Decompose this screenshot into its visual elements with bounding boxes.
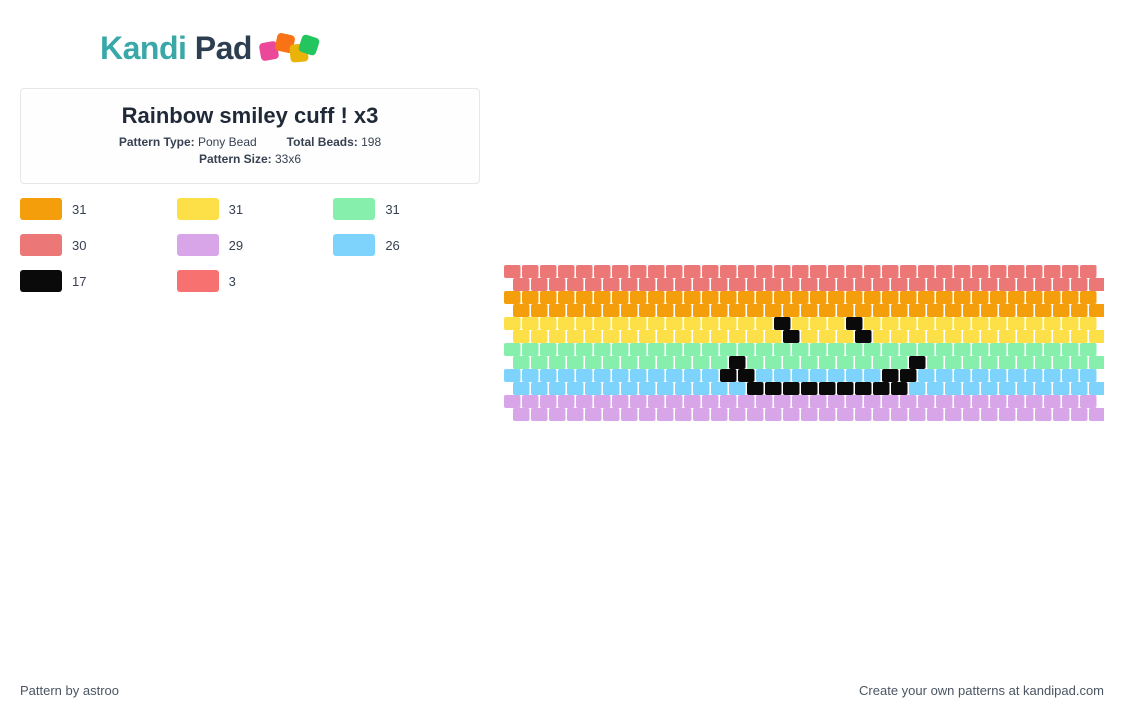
color-swatch <box>333 198 375 220</box>
pattern-size: Pattern Size: 33x6 <box>199 152 301 166</box>
total-beads-label: Total Beads: <box>287 135 358 149</box>
color-count: 26 <box>385 238 399 253</box>
color-item: 30 <box>20 234 167 256</box>
color-item: 26 <box>333 234 480 256</box>
color-swatch <box>177 270 219 292</box>
logo-text-kandi: Kandi <box>100 30 186 66</box>
pattern-info-card: Rainbow smiley cuff ! x3 Pattern Type: P… <box>20 88 480 184</box>
color-item: 29 <box>177 234 324 256</box>
color-legend: 31 31 31 30 29 26 17 3 <box>20 198 480 292</box>
total-beads: Total Beads: 198 <box>287 135 381 149</box>
footer-cta: Create your own patterns at kandipad.com <box>859 683 1104 698</box>
color-swatch <box>177 234 219 256</box>
bead-pattern-preview <box>504 265 1104 430</box>
color-item: 31 <box>333 198 480 220</box>
logo: Kandi Pad <box>100 28 320 68</box>
logo-text-pad: Pad <box>186 30 252 66</box>
pattern-size-value: 33x6 <box>272 152 301 166</box>
color-item: 3 <box>177 270 324 292</box>
color-count: 31 <box>229 202 243 217</box>
color-item: 31 <box>20 198 167 220</box>
pattern-size-label: Pattern Size: <box>199 152 272 166</box>
color-swatch <box>20 270 62 292</box>
logo-beads-icon <box>260 28 320 68</box>
logo-text: Kandi Pad <box>100 30 252 67</box>
color-count: 17 <box>72 274 86 289</box>
meta-row-2: Pattern Size: 33x6 <box>41 152 459 166</box>
meta-row-1: Pattern Type: Pony Bead Total Beads: 198 <box>41 135 459 149</box>
color-count: 3 <box>229 274 236 289</box>
color-item: 17 <box>20 270 167 292</box>
color-count: 30 <box>72 238 86 253</box>
color-item: 31 <box>177 198 324 220</box>
footer-author: Pattern by astroo <box>20 683 119 698</box>
pattern-title: Rainbow smiley cuff ! x3 <box>41 103 459 129</box>
pattern-type: Pattern Type: Pony Bead <box>119 135 257 149</box>
pattern-type-value: Pony Bead <box>195 135 257 149</box>
color-count: 31 <box>72 202 86 217</box>
color-swatch <box>177 198 219 220</box>
pattern-type-label: Pattern Type: <box>119 135 195 149</box>
color-swatch <box>20 234 62 256</box>
color-swatch <box>333 234 375 256</box>
total-beads-value: 198 <box>358 135 381 149</box>
color-count: 29 <box>229 238 243 253</box>
color-swatch <box>20 198 62 220</box>
color-count: 31 <box>385 202 399 217</box>
